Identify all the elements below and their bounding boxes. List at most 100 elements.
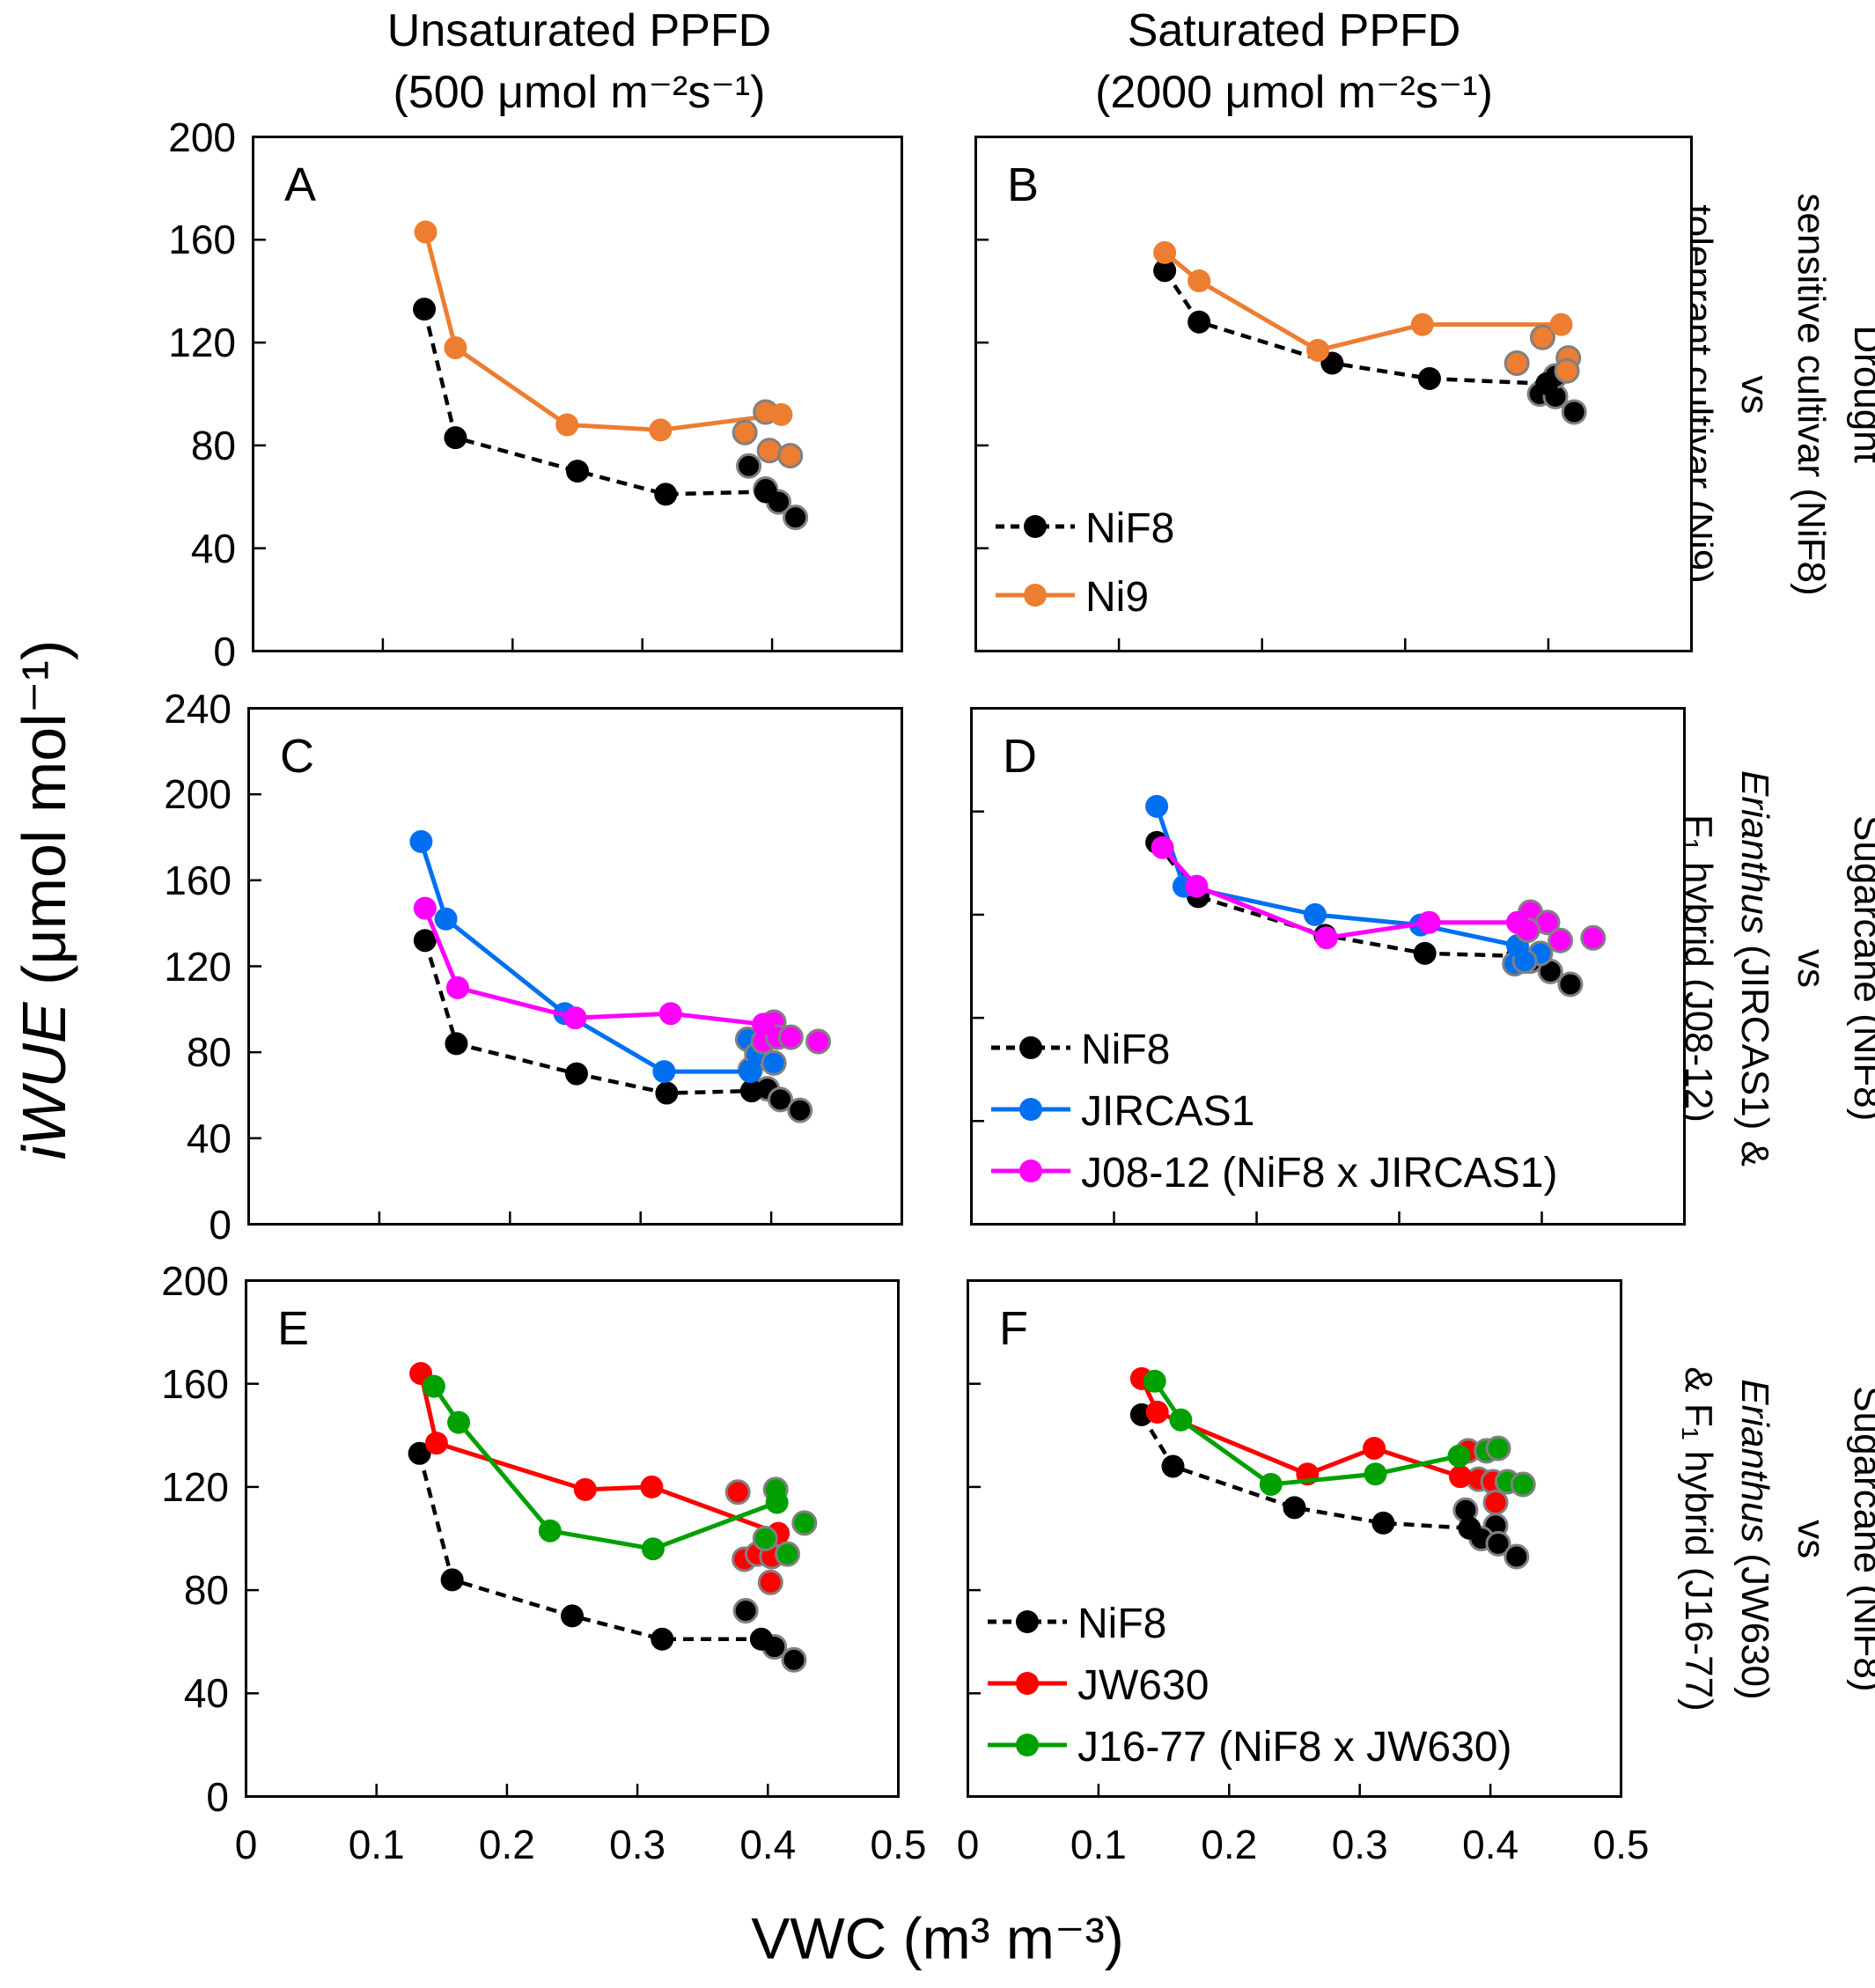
data-point xyxy=(409,829,433,853)
plot-area-d xyxy=(971,794,1607,1225)
x-tick-label: 0 xyxy=(234,1822,258,1867)
data-point xyxy=(757,1569,783,1595)
x-tick-label: 0 xyxy=(956,1822,980,1867)
data-point xyxy=(1188,269,1211,293)
y-tick-label: 0 xyxy=(209,1201,232,1248)
data-point xyxy=(724,1479,751,1506)
panel-b: B NiF8 Ni9 xyxy=(974,136,1693,652)
x-tick-label: 0.3 xyxy=(609,1822,666,1867)
y-tick-label: 40 xyxy=(186,1115,232,1161)
x-tick-label: 0.4 xyxy=(1462,1822,1519,1867)
legend-item: NiF8 xyxy=(996,501,1174,554)
legend-label: NiF8 xyxy=(1085,505,1175,553)
row-label-line: Erianthus (JW630) xyxy=(1726,1366,1783,1711)
series-line xyxy=(431,1385,778,1551)
plot-area-f xyxy=(967,1366,1536,1797)
column-title-saturated: Saturated PPFD (2000 μmol m⁻²s⁻¹) xyxy=(986,0,1602,123)
series-nif8 xyxy=(413,298,809,531)
data-point xyxy=(564,1062,588,1086)
series-line xyxy=(418,1373,780,1535)
data-point xyxy=(445,1032,468,1056)
row-label-line: vs xyxy=(1790,1520,1833,1558)
data-point xyxy=(408,1441,431,1465)
series-nif8 xyxy=(408,1441,807,1673)
data-point xyxy=(1561,399,1587,425)
y-tick-label: 0 xyxy=(213,628,236,674)
data-point xyxy=(1185,874,1209,898)
legend-marker xyxy=(988,1610,1067,1634)
y-tick-label: 80 xyxy=(183,1567,229,1614)
row-label-line: Drought xyxy=(1846,325,1875,464)
series-j08-12 xyxy=(1151,836,1607,954)
data-point xyxy=(563,1006,587,1030)
data-point xyxy=(767,1086,793,1113)
data-point xyxy=(414,220,438,244)
panel-f: F NiF8 JW630 J16-77 (NiF8 x JW630) xyxy=(967,1279,1622,1798)
data-point xyxy=(783,504,809,531)
data-point xyxy=(1549,313,1573,336)
legend-label: NiF8 xyxy=(1081,1027,1171,1074)
legend-marker xyxy=(991,1160,1070,1183)
panel-a: A xyxy=(252,136,903,652)
legend-label: J08-12 (NiF8 x JIRCAS1) xyxy=(1081,1150,1558,1197)
data-point xyxy=(413,896,437,920)
x-tick-label: 0.3 xyxy=(1331,1822,1388,1867)
panel-letter: A xyxy=(284,158,317,211)
y-tick-label: 160 xyxy=(164,857,232,903)
panel-d: D NiF8 JIRCAS1 J08-12 (NiF8 x JIRCAS1) xyxy=(970,707,1686,1226)
data-point xyxy=(651,1627,674,1651)
plot-area-b xyxy=(975,239,1587,652)
data-point xyxy=(732,419,758,445)
y-tick-label: 240 xyxy=(164,685,232,732)
row-label-2: Sugarcane (NiF8) vs Erianthus (JIRCAS1) … xyxy=(1670,770,1875,1167)
legend-item: J08-12 (NiF8 x JIRCAS1) xyxy=(991,1145,1558,1198)
series-jw630 xyxy=(1129,1366,1509,1515)
legend-item: JIRCAS1 xyxy=(991,1084,1255,1137)
panel-letter: B xyxy=(1007,158,1040,211)
data-point xyxy=(652,1060,676,1084)
y-tick-label: 160 xyxy=(168,217,236,263)
data-point xyxy=(1413,941,1437,965)
data-point xyxy=(739,1060,762,1084)
data-point xyxy=(424,1432,448,1455)
data-point xyxy=(787,1097,813,1123)
data-point xyxy=(752,1526,778,1551)
row-label-line: vs xyxy=(1790,949,1833,988)
series-line xyxy=(422,308,766,497)
legend-label: NiF8 xyxy=(1077,1601,1167,1648)
data-point xyxy=(566,460,589,483)
data-point xyxy=(1485,1530,1511,1557)
series-jw630 xyxy=(409,1361,790,1595)
panel-e: E xyxy=(245,1279,900,1798)
data-point xyxy=(445,976,469,999)
legend-item: Ni9 xyxy=(996,570,1149,622)
series-j08-12 xyxy=(413,896,832,1055)
data-point xyxy=(1580,924,1607,951)
series-line xyxy=(423,231,782,432)
data-point xyxy=(1363,1436,1386,1460)
series-j16-77 xyxy=(422,1374,818,1567)
panel-letter: D xyxy=(1003,730,1037,783)
y-tick-label: 200 xyxy=(161,1257,229,1304)
data-point xyxy=(761,1049,787,1076)
legend-marker xyxy=(996,584,1075,607)
legend-item: J16-77 (NiF8 x JW630) xyxy=(988,1719,1511,1772)
data-point xyxy=(781,1646,807,1673)
data-point xyxy=(640,1475,664,1498)
series-line xyxy=(423,907,764,1027)
row-label-italic: Erianthus xyxy=(1733,770,1776,934)
data-point xyxy=(447,1410,471,1434)
column-title-line2: (500 μmol m⁻²s⁻¹) xyxy=(393,67,766,118)
data-point xyxy=(1151,836,1174,859)
data-point xyxy=(422,1374,445,1398)
data-point xyxy=(1145,1400,1169,1424)
legend-label: JIRCAS1 xyxy=(1081,1088,1255,1136)
data-point xyxy=(1535,372,1559,395)
data-point xyxy=(1482,1489,1509,1515)
panel-c: C xyxy=(247,707,903,1226)
x-tick-label: 0.2 xyxy=(1201,1822,1258,1867)
column-title-line2: (2000 μmol m⁻²s⁻¹) xyxy=(1095,67,1493,118)
data-point xyxy=(1303,902,1327,926)
data-point xyxy=(736,453,762,479)
data-point xyxy=(538,1519,562,1543)
